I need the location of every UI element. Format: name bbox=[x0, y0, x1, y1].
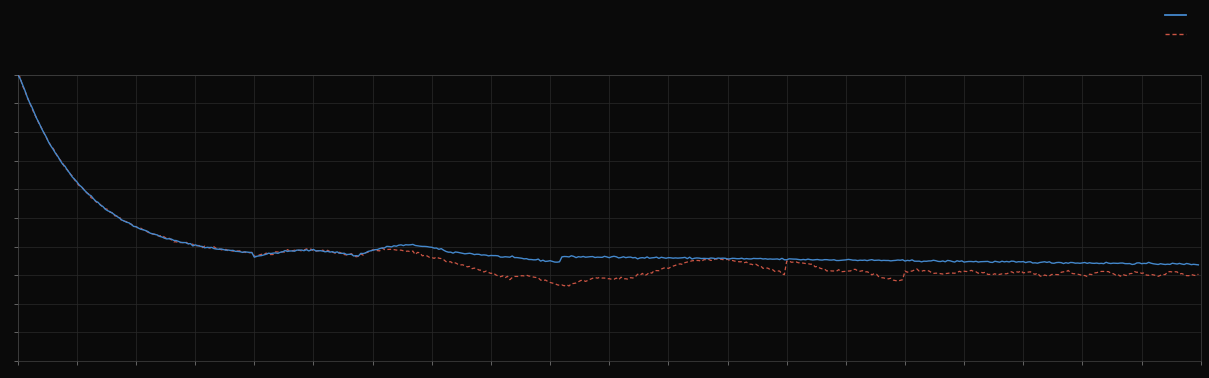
Legend: , : , bbox=[1163, 8, 1196, 42]
